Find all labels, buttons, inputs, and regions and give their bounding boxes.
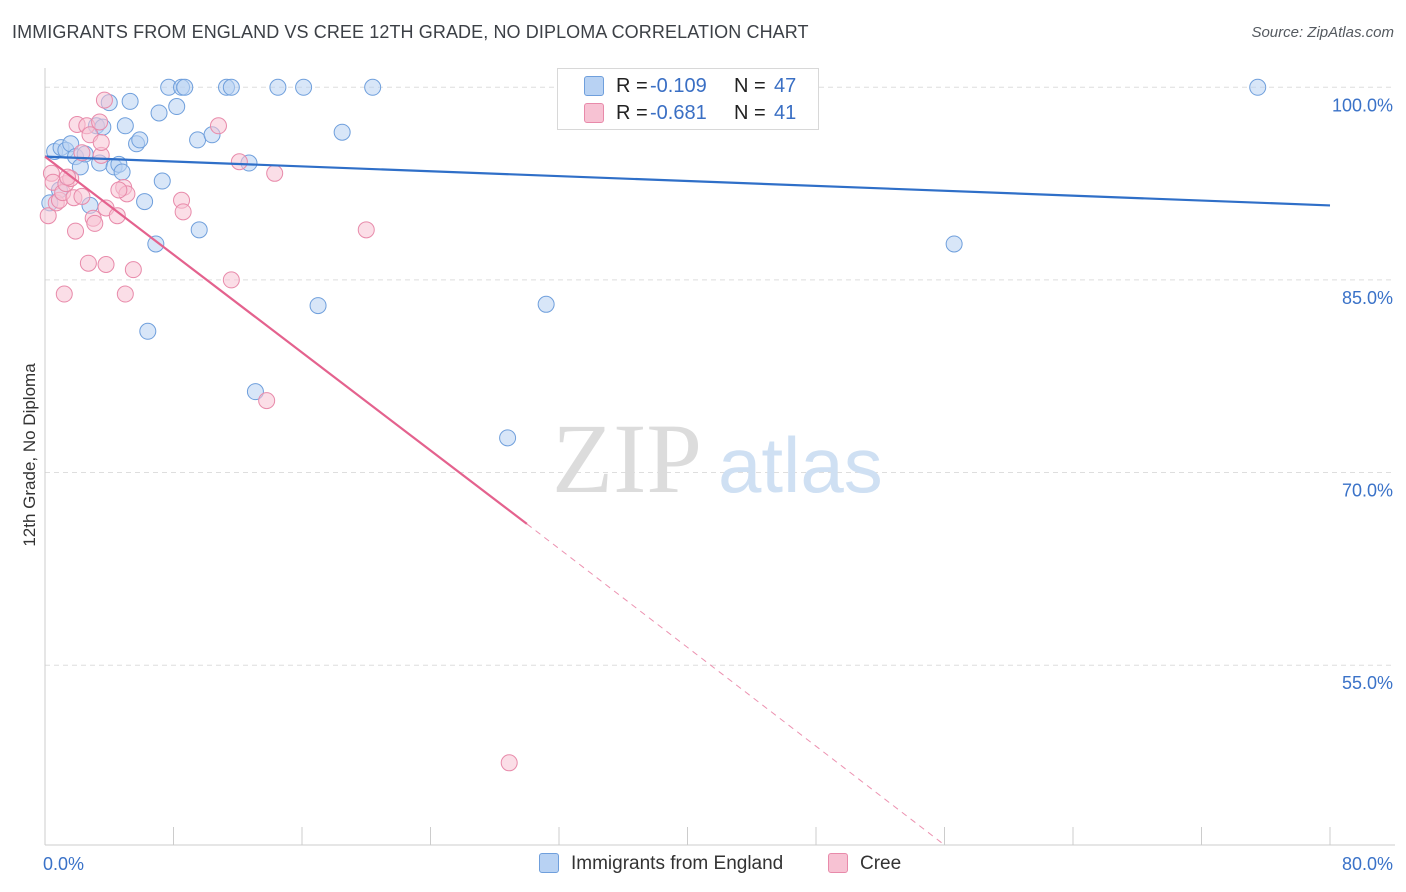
cree-point bbox=[58, 168, 76, 186]
cree-point bbox=[67, 222, 85, 240]
legend-r-label: R = bbox=[616, 75, 648, 97]
y-tick-label: 100.0% bbox=[1332, 95, 1393, 115]
england-point bbox=[333, 123, 351, 141]
cree-trend-line bbox=[44, 155, 528, 525]
cree-point bbox=[55, 285, 73, 303]
cree-point bbox=[108, 207, 126, 225]
england-point bbox=[295, 78, 313, 96]
axis-layer bbox=[44, 68, 1395, 846]
cree-point bbox=[357, 221, 375, 239]
y-tick-label: 70.0% bbox=[1342, 481, 1393, 501]
stats-legend: R = -0.109 N = 47 R = -0.681 N = 41 bbox=[557, 68, 819, 130]
england-point bbox=[945, 235, 963, 253]
cree-point bbox=[266, 164, 284, 182]
chart-source: Source: ZipAtlas.com bbox=[1251, 24, 1394, 41]
cree-point bbox=[174, 203, 192, 221]
legend-n-label: N = bbox=[734, 75, 766, 97]
cree-point bbox=[95, 91, 113, 109]
england-point bbox=[537, 295, 555, 313]
cree-point bbox=[124, 261, 142, 279]
cree-point bbox=[86, 214, 104, 232]
england-point bbox=[189, 131, 207, 149]
y-tick-label: 55.0% bbox=[1342, 673, 1393, 693]
cree-point bbox=[230, 153, 248, 171]
england-point bbox=[116, 117, 134, 135]
england-point bbox=[139, 322, 157, 340]
legend-swatch-cree bbox=[584, 103, 604, 123]
y-tick-label: 85.0% bbox=[1342, 288, 1393, 308]
legend-r-value: -0.109 bbox=[650, 75, 707, 97]
cree-point bbox=[73, 187, 91, 205]
england-point bbox=[121, 92, 139, 110]
england-point bbox=[113, 163, 131, 181]
england-point bbox=[176, 78, 194, 96]
x-tick-label: 80.0% bbox=[1342, 854, 1393, 874]
england-trend-line bbox=[44, 155, 1331, 207]
points-layer bbox=[39, 78, 1267, 772]
cree-point bbox=[116, 285, 134, 303]
cree-point bbox=[258, 392, 276, 410]
england-point bbox=[136, 193, 154, 211]
cree-point bbox=[73, 144, 91, 162]
england-point bbox=[131, 131, 149, 149]
watermark: ZIP atlas bbox=[552, 403, 883, 514]
chart-title: IMMIGRANTS FROM ENGLAND VS CREE 12TH GRA… bbox=[12, 22, 809, 42]
legend-n-value: 41 bbox=[774, 102, 797, 124]
cree-point bbox=[97, 255, 115, 273]
england-point bbox=[190, 221, 208, 239]
tick-label-layer: 100.0% 85.0% 70.0% 55.0% 0.0% 80.0% bbox=[43, 95, 1393, 874]
england-point bbox=[150, 104, 168, 122]
cree-point bbox=[110, 181, 128, 199]
grid-layer bbox=[45, 86, 1395, 666]
legend-n-value: 47 bbox=[774, 75, 797, 97]
legend-n-label: N = bbox=[734, 102, 766, 124]
legend-r-value: -0.681 bbox=[650, 102, 707, 124]
cree-point bbox=[39, 207, 57, 225]
bottom-swatch-england bbox=[539, 853, 559, 873]
england-point bbox=[269, 78, 287, 96]
watermark-atlas: atlas bbox=[718, 421, 883, 509]
bottom-label-cree: Cree bbox=[860, 853, 902, 874]
cree-point bbox=[92, 133, 110, 151]
cree-point bbox=[222, 271, 240, 289]
bottom-label-england: Immigrants from England bbox=[571, 853, 784, 874]
trend-layer bbox=[44, 155, 1331, 846]
cree-point bbox=[91, 113, 109, 131]
england-point bbox=[1249, 78, 1267, 96]
cree-trend-extension bbox=[526, 523, 945, 846]
bottom-swatch-cree bbox=[828, 853, 848, 873]
england-point bbox=[222, 78, 240, 96]
england-point bbox=[364, 78, 382, 96]
england-point bbox=[499, 429, 517, 447]
x-tick-label: 0.0% bbox=[43, 854, 84, 874]
england-point bbox=[246, 383, 264, 401]
cree-point bbox=[500, 754, 518, 772]
legend-r-label: R = bbox=[616, 102, 648, 124]
england-point bbox=[168, 98, 186, 116]
watermark-zip: ZIP bbox=[552, 403, 702, 514]
england-point bbox=[147, 235, 165, 253]
england-point bbox=[153, 172, 171, 190]
england-point bbox=[309, 297, 327, 315]
legend-swatch-england bbox=[584, 76, 604, 96]
cree-point bbox=[79, 254, 97, 272]
cree-point bbox=[209, 117, 227, 135]
